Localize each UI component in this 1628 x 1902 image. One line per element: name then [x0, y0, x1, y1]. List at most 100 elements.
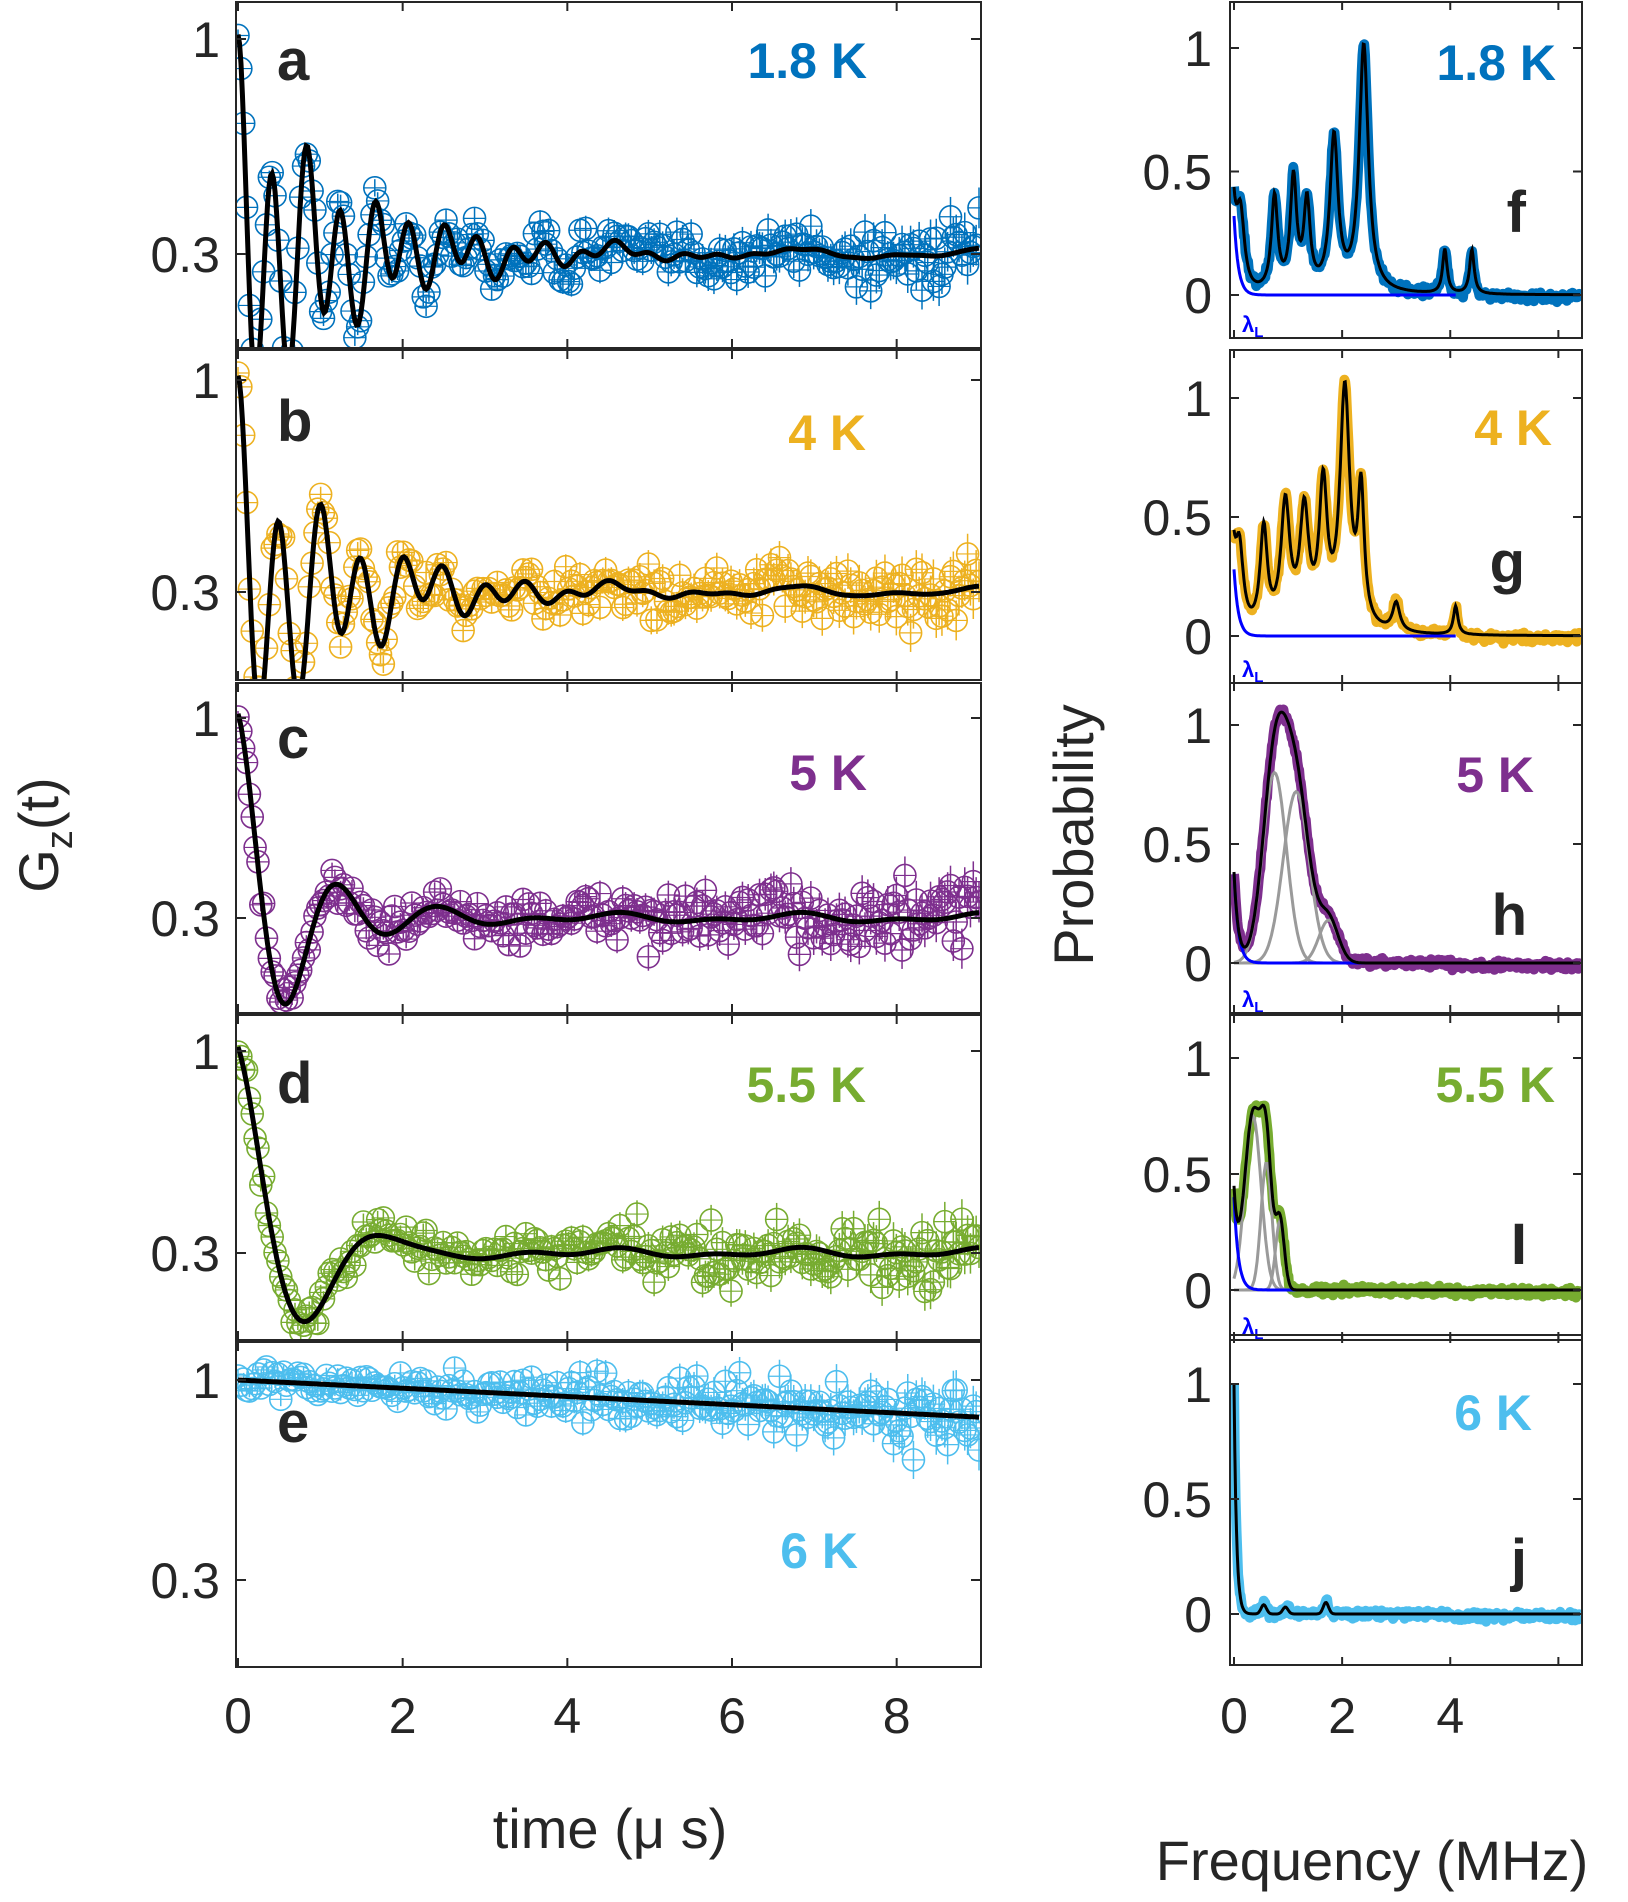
lambda-subscript: L — [1254, 324, 1263, 341]
fit-line — [1232, 710, 1580, 965]
y-tick-label: 1 — [192, 1024, 220, 1080]
panel-letter: a — [277, 28, 310, 93]
plot-area — [236, 1040, 981, 1340]
lambda-label: λL — [1242, 1314, 1263, 1343]
fit-line — [236, 713, 980, 1007]
fit-line — [237, 1377, 979, 1420]
component-curve — [1234, 789, 1580, 965]
y-tick-label: 0 — [1184, 936, 1212, 992]
panel-letter: h — [1492, 883, 1527, 948]
y-tick-label: 1 — [1184, 21, 1212, 77]
x-tick-label: 2 — [1328, 1688, 1356, 1744]
plot-area — [236, 705, 981, 1013]
lambda-symbol: λ — [1242, 312, 1254, 337]
y-tick-label: 0.3 — [150, 565, 220, 621]
panel-letter: c — [277, 706, 309, 771]
temperature-label: 5 K — [1456, 747, 1534, 803]
left-y-axis-label: Gz(t) — [7, 777, 81, 892]
temperature-label: 1.8 K — [747, 33, 867, 89]
y-tick-label: 0 — [1184, 1263, 1212, 1319]
y-tick-label: 0.3 — [150, 891, 220, 947]
data-point — [247, 359, 269, 381]
y-tick-label: 1 — [1184, 1357, 1212, 1413]
axes-frame — [1229, 1014, 1583, 1341]
left-panel-d: 1 0.3 d 5.5 K — [150, 1014, 982, 1341]
left-panel-a: 1 0.3 a 1.8 K — [150, 1, 982, 388]
x-tick-label: 8 — [883, 1688, 911, 1744]
y-tick-label: 1 — [192, 1353, 220, 1409]
panel-letter: b — [277, 389, 312, 454]
y-tick-label: 1 — [192, 353, 220, 409]
plot-area — [236, 23, 981, 388]
y-tick-label: 0 — [1184, 1587, 1212, 1643]
axes-frame — [235, 1014, 982, 1341]
lambda-symbol: λ — [1242, 657, 1254, 682]
y-tick-label: 1 — [1184, 698, 1212, 754]
data-point — [248, 675, 268, 680]
temperature-label: 1.8 K — [1436, 35, 1556, 91]
panel-letter: j — [1510, 1528, 1527, 1593]
temperature-label: 6 K — [1454, 1385, 1532, 1441]
axes-frame — [1229, 1, 1583, 339]
left-y-axis-label-text: Gz(t) — [7, 777, 81, 892]
lambda-symbol: λ — [1242, 1314, 1254, 1339]
y-tick-label: 1 — [192, 691, 220, 747]
y-tick-label: 0.3 — [150, 1226, 220, 1282]
right-panel-j: 1 0.5 0 6 K j — [1142, 1334, 1583, 1666]
plot-area — [1230, 1100, 1582, 1303]
y-tick-label: 0 — [1184, 609, 1212, 665]
x-tick-label: 0 — [1220, 1688, 1248, 1744]
lambda-symbol: λ — [1242, 987, 1254, 1012]
plot-area — [1230, 704, 1582, 976]
x-tick-label: 4 — [1436, 1688, 1464, 1744]
plot-area — [1230, 39, 1582, 308]
temperature-label: 5 K — [789, 745, 867, 801]
temperature-label: 5.5 K — [746, 1057, 866, 1113]
panel-letter: d — [277, 1051, 312, 1116]
data-point — [290, 684, 312, 706]
lambda-label: λL — [1242, 657, 1263, 686]
y-tick-label: 0.5 — [1142, 1147, 1212, 1203]
y-tick-label: 1 — [1184, 371, 1212, 427]
x-tick-label: 0 — [224, 1688, 252, 1744]
right-panel-i: 1 0.5 0 λL 5.5 K I — [1142, 1014, 1583, 1343]
fit-line — [1232, 379, 1580, 638]
left-panel-e: 1 0.3 e 6 K — [150, 1341, 982, 1668]
lambda-label: λL — [1242, 987, 1263, 1016]
x-tick-label: 6 — [718, 1688, 746, 1744]
left-panel-b: 1 0.3 b 4 K — [150, 349, 982, 706]
y-tick-label: 0.5 — [1142, 1472, 1212, 1528]
plot-area — [1230, 1383, 1582, 1627]
axes-frame — [235, 1, 982, 349]
data-point — [289, 676, 307, 680]
y-tick-label: 1 — [192, 12, 220, 68]
x-tick-label: 4 — [553, 1688, 581, 1744]
data-point — [275, 366, 297, 388]
y-tick-label: 0.3 — [150, 1553, 220, 1609]
left-panel-c: 1 0.3 c 5 K — [150, 682, 982, 1014]
axes-frame — [1229, 682, 1583, 1014]
right-panel-g: 1 0.5 0 λL 4 K g — [1142, 349, 1583, 686]
right-y-axis-label: Probability — [1042, 704, 1105, 965]
axes-frame — [235, 1341, 982, 1668]
fit-line — [1232, 42, 1580, 297]
temperature-label: 6 K — [780, 1523, 858, 1579]
fit-line — [236, 1046, 980, 1325]
plot-area — [236, 1355, 981, 1480]
panel-letter: f — [1507, 180, 1527, 245]
panel-letter: I — [1511, 1212, 1527, 1277]
fit-line — [236, 34, 980, 348]
fit-line — [1232, 1103, 1580, 1292]
fit-line — [1232, 1383, 1580, 1616]
temperature-label: 4 K — [788, 405, 866, 461]
panel-letter: g — [1490, 530, 1525, 595]
data-point — [278, 359, 300, 381]
axes-frame — [235, 682, 982, 1014]
right-panel-f: 1 0.5 0 λL 1.8 K f — [1142, 1, 1583, 341]
plot-area — [1230, 374, 1582, 649]
lambda-label: λL — [1242, 312, 1263, 341]
right-x-axis-label: Frequency (MHz) — [1156, 1829, 1589, 1892]
lambda-subscript: L — [1254, 999, 1263, 1016]
